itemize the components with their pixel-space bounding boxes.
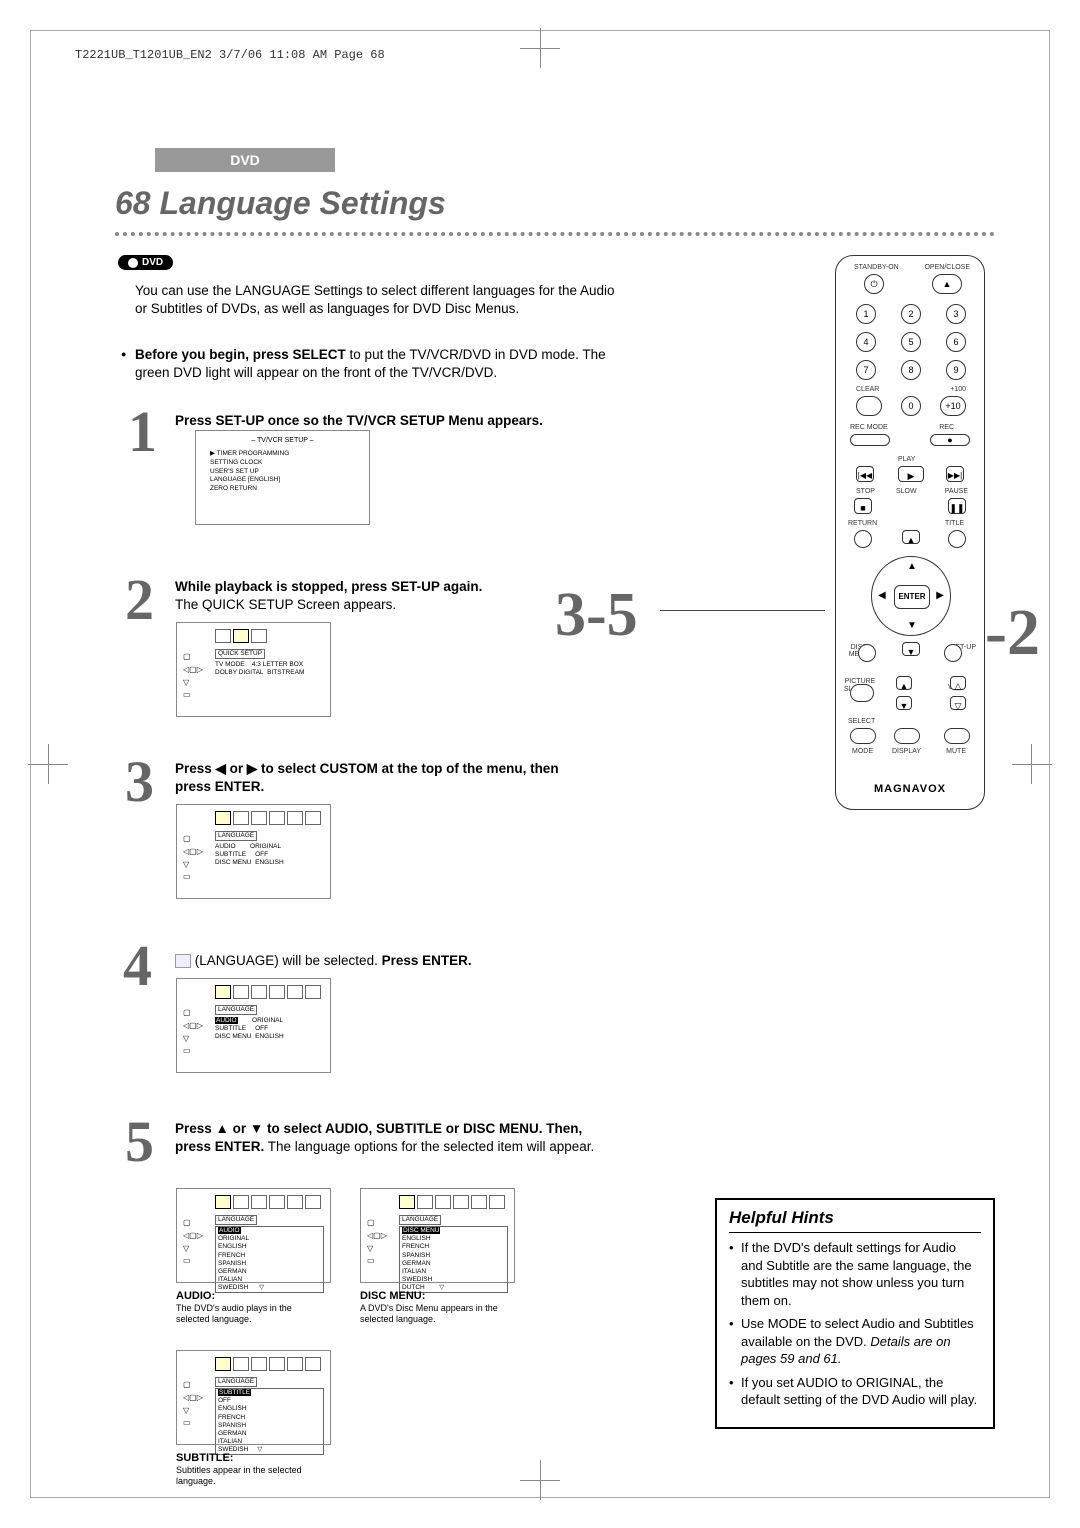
enter-button[interactable]: ENTER <box>894 585 930 609</box>
crop-mark <box>1012 764 1052 765</box>
num-0[interactable]: 0 <box>901 396 921 416</box>
disc-menu-language-screen: ▢◁▢▷▽▭ LANGUAGE DISC MENU ENGLISH FRENCH… <box>360 1188 515 1283</box>
step-4-text: (LANGUAGE) will be selected. Press ENTER… <box>175 952 605 970</box>
dotted-rule <box>115 232 995 236</box>
step-1-text: Press SET-UP once so the TV/VCR SETUP Me… <box>175 412 605 430</box>
hint-item: If you set AUDIO to ORIGINAL, the defaul… <box>729 1374 981 1409</box>
section-chip: DVD <box>155 148 335 172</box>
num-9[interactable]: 9 <box>946 360 966 380</box>
language-selected-screen: ▢◁▢▷▽▭ LANGUAGE AUDIO ORIGINAL SUBTITLE … <box>176 978 331 1073</box>
tvvcr-setup-screen: – TV/VCR SETUP – ▶ TIMER PROGRAMMING SET… <box>195 430 370 525</box>
setup-button[interactable] <box>944 644 962 662</box>
hint-item: Use MODE to select Audio and Subtitles a… <box>729 1315 981 1368</box>
crop-mark <box>540 28 541 68</box>
step-5-number: 5 <box>125 1108 154 1175</box>
num-4[interactable]: 4 <box>856 332 876 352</box>
step-2-number: 2 <box>125 566 154 633</box>
custom-language-screen: ▢◁▢▷▽▭ LANGUAGE AUDIO ORIGINAL SUBTITLE … <box>176 804 331 899</box>
num-3[interactable]: 3 <box>946 304 966 324</box>
num-5[interactable]: 5 <box>901 332 921 352</box>
open-close-button[interactable]: ▲ <box>932 274 962 294</box>
brand-label: MAGNAVOX <box>836 783 984 795</box>
title-button[interactable] <box>948 530 966 548</box>
helpful-hints-box: Helpful Hints If the DVD's default setti… <box>715 1198 995 1429</box>
stop-button[interactable]: ■ <box>854 498 872 514</box>
step-1-number: 1 <box>128 398 157 465</box>
clear-button[interactable] <box>856 396 882 416</box>
step-2-text: While playback is stopped, press SET-UP … <box>175 578 545 613</box>
subtitle-language-screen: ▢◁▢▷▽▭ LANGUAGE SUBTITLE OFF ENGLISH FRE… <box>176 1350 331 1445</box>
standby-button[interactable]: ⏻ <box>864 274 884 294</box>
num-7[interactable]: 7 <box>856 360 876 380</box>
down-aux[interactable]: ▼ <box>902 642 920 656</box>
return-button[interactable] <box>854 530 872 548</box>
play-button[interactable]: ▶ <box>898 466 924 482</box>
subtitle-caption: SUBTITLE:Subtitles appear in the selecte… <box>176 1452 326 1487</box>
recmode-button[interactable] <box>850 434 890 446</box>
select-button[interactable] <box>850 728 876 744</box>
callout-line <box>660 610 825 611</box>
dpad: ▲ ▼ ◀ ▶ ENTER <box>871 556 951 636</box>
dvd-badge: DVD <box>118 255 173 270</box>
remote-control: STANDBY-ON OPEN/CLOSE ⏻ ▲ 1 2 3 4 5 6 7 … <box>835 255 985 810</box>
plus100-button[interactable]: +10 <box>940 396 966 416</box>
num-6[interactable]: 6 <box>946 332 966 352</box>
pause-button[interactable]: ❚❚ <box>948 498 966 514</box>
ch-up[interactable]: ▲ <box>896 676 912 690</box>
display-button-oval[interactable] <box>894 728 920 744</box>
mute-button-oval[interactable] <box>944 728 970 744</box>
picture-sleep-button[interactable] <box>850 684 874 702</box>
title-text: Language Settings <box>159 185 445 221</box>
step-3-text: Press ◀ or ▶ to select CUSTOM at the top… <box>175 760 565 795</box>
intro-text: You can use the LANGUAGE Settings to sel… <box>135 282 615 318</box>
step-5-text: Press ▲ or ▼ to select AUDIO, SUBTITLE o… <box>175 1120 595 1155</box>
step-3-number: 3 <box>125 748 154 815</box>
disc-menu-button[interactable] <box>858 644 876 662</box>
step-4-number: 4 <box>123 932 152 999</box>
page-title: 68 Language Settings <box>115 185 446 222</box>
num-8[interactable]: 8 <box>901 360 921 380</box>
hints-title: Helpful Hints <box>729 1208 981 1233</box>
num-1[interactable]: 1 <box>856 304 876 324</box>
vol-down[interactable]: ▽ <box>950 696 966 710</box>
vol-up[interactable]: △ <box>950 676 966 690</box>
ch-down[interactable]: ▼ <box>896 696 912 710</box>
up-aux[interactable]: ▲ <box>902 530 920 544</box>
page-number: 68 <box>115 185 151 221</box>
language-tab-icon <box>175 954 191 968</box>
hint-item: If the DVD's default settings for Audio … <box>729 1239 981 1309</box>
crop-mark <box>540 1460 541 1500</box>
crop-mark <box>28 764 68 765</box>
audio-language-screen: ▢◁▢▷▽▭ LANGUAGE AUDIO ORIGINAL ENGLISH F… <box>176 1188 331 1283</box>
num-2[interactable]: 2 <box>901 304 921 324</box>
disc-caption: DISC MENU:A DVD's Disc Menu appears in t… <box>360 1290 520 1325</box>
next-button[interactable]: ▶▶| <box>946 466 964 482</box>
callout-3-5: 3-5 <box>555 580 638 651</box>
audio-caption: AUDIO:The DVD's audio plays in the selec… <box>176 1290 326 1325</box>
quick-setup-screen: ▢◁▢▷▽▭ QUICK SETUP TV MODE 4:3 LETTER BO… <box>176 622 331 717</box>
rec-button[interactable]: ● <box>930 434 970 446</box>
header-print-info: T2221UB_T1201UB_EN2 3/7/06 11:08 AM Page… <box>75 48 385 62</box>
prev-button[interactable]: |◀◀ <box>856 466 874 482</box>
bullet-before-begin: Before you begin, press SELECT to put th… <box>135 346 615 382</box>
